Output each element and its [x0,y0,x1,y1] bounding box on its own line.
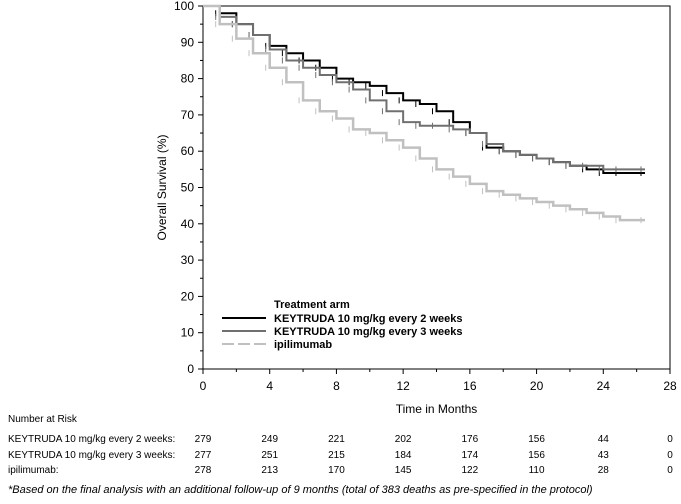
y-tick-label: 50 [181,181,195,195]
y-tick-label: 40 [181,217,195,231]
legend-label-1: KEYTRUDA 10 mg/kg every 2 weeks [274,313,463,325]
risk-value: 28 [597,465,609,476]
risk-value: 278 [194,465,212,476]
risk-value: 43 [597,450,609,461]
risk-value: 251 [261,450,279,461]
x-tick-label: 12 [396,379,410,393]
y-tick-label: 0 [187,362,194,376]
survival-curve-2 [203,5,645,171]
x-tick-label: 28 [663,379,677,393]
survival-chart: 0 10 20 30 40 50 60 70 80 90 100 0 4 8 12 16 20 24 28 Time … [155,0,677,416]
risk-value: 184 [394,450,412,461]
risk-table-title: Number at Risk [8,414,77,425]
risk-value: 221 [328,434,345,445]
y-tick-label: 30 [181,253,195,267]
y-axis-label: Overall Survival (%) [155,134,169,240]
risk-value: 156 [528,434,545,445]
footnote: *Based on the final analysis with an add… [8,484,593,496]
risk-value: 122 [461,465,479,476]
risk-row-label: KEYTRUDA 10 mg/kg every 2 weeks: [8,434,176,445]
y-tick-label: 80 [181,72,195,86]
legend-title: Treatment arm [274,299,350,311]
risk-value: 170 [328,465,345,476]
legend-label-3: ipilimumab [274,339,332,351]
x-tick-label: 0 [200,379,207,393]
y-tick-label: 100 [174,0,194,13]
risk-row: KEYTRUDA 10 mg/kg every 2 weeks: 279 249 22… [0,434,681,448]
risk-row: KEYTRUDA 10 mg/kg every 3 weeks: 277 251 21… [0,450,681,464]
x-tick-label: 16 [463,379,477,393]
risk-value: 279 [194,434,212,445]
risk-value: 145 [394,465,412,476]
risk-value: 44 [597,434,609,445]
legend-label-2: KEYTRUDA 10 mg/kg every 3 weeks [274,326,463,338]
risk-value: 0 [667,465,673,476]
risk-row: ipilimumab: 278 213 170 145 122 110 28 0 [0,465,681,479]
y-tick-label: 70 [181,108,195,122]
y-tick-label: 20 [181,289,195,303]
risk-row-label: KEYTRUDA 10 mg/kg every 3 weeks: [8,450,176,461]
x-tick-label: 24 [597,379,611,393]
risk-value: 176 [461,434,479,445]
risk-value: 277 [194,450,212,461]
risk-value: 156 [528,450,545,461]
risk-value: 110 [528,465,545,476]
risk-value: 174 [461,450,479,461]
x-tick-label: 4 [266,379,273,393]
x-tick-label: 8 [333,379,340,393]
risk-value: 249 [261,434,279,445]
x-axis-label: Time in Months [396,402,478,416]
risk-value: 0 [667,434,673,445]
y-tick-label: 90 [181,35,195,49]
risk-row-label: ipilimumab: [8,465,59,476]
y-tick-label: 10 [181,326,195,340]
risk-value: 215 [328,450,345,461]
risk-value: 202 [394,434,412,445]
risk-value: 213 [261,465,279,476]
survival-curve-3 [203,4,645,222]
risk-value: 0 [667,450,673,461]
survival-curve-1 [203,5,645,174]
y-tick-label: 60 [181,144,195,158]
x-tick-label: 20 [530,379,544,393]
